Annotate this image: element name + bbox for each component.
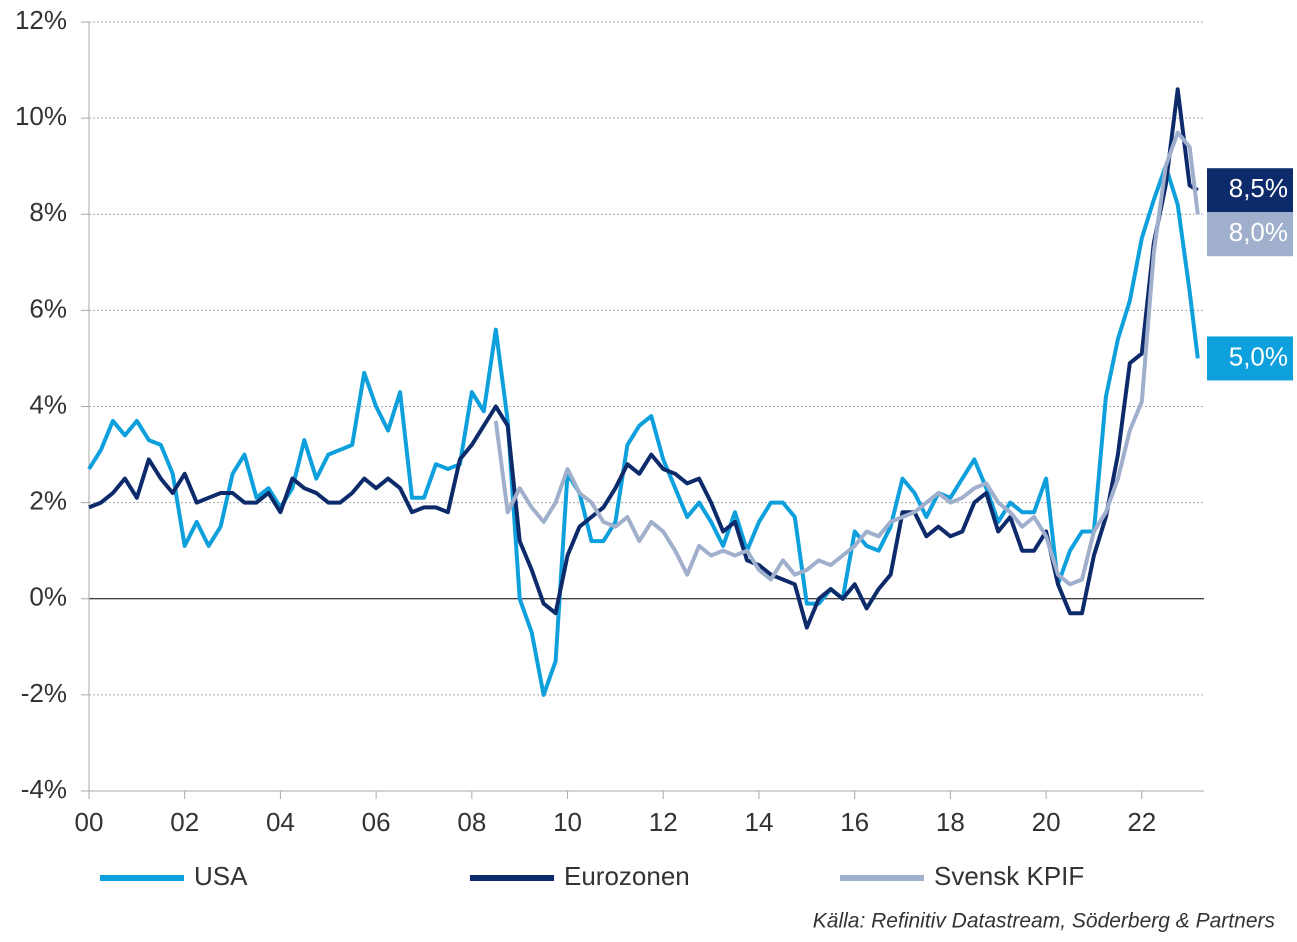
x-tick-label: 02: [170, 807, 199, 837]
series-line: [493, 130, 1200, 587]
series-line: [88, 87, 1199, 630]
end-label: 8,5%: [1229, 173, 1288, 203]
x-tick-label: 06: [362, 807, 391, 837]
legend-label: USA: [194, 861, 248, 891]
y-tick-label: 2%: [29, 486, 67, 516]
end-label-box: [1207, 336, 1293, 381]
legend-label: Svensk KPIF: [934, 861, 1084, 891]
y-tick-label: -4%: [21, 774, 67, 804]
end-label: 8,0%: [1229, 217, 1288, 247]
y-tick-label: 8%: [29, 197, 67, 227]
x-tick-label: 00: [75, 807, 104, 837]
x-tick-label: 22: [1127, 807, 1156, 837]
x-tick-label: 10: [553, 807, 582, 837]
x-tick-label: 16: [840, 807, 869, 837]
x-tick-label: 14: [744, 807, 773, 837]
source-note: Källa: Refinitiv Datastream, Söderberg &…: [813, 910, 1276, 933]
end-label-box: [1207, 168, 1293, 213]
y-tick-label: 10%: [15, 101, 67, 131]
series-line: [87, 164, 1200, 697]
y-tick-label: -2%: [21, 678, 67, 708]
y-tick-label: 4%: [29, 389, 67, 419]
x-tick-label: 12: [649, 807, 678, 837]
end-label: 5,0%: [1229, 341, 1288, 371]
end-label-box: [1207, 212, 1293, 257]
x-tick-label: 04: [266, 807, 295, 837]
x-tick-label: 20: [1032, 807, 1061, 837]
y-tick-label: 12%: [15, 5, 67, 35]
x-tick-label: 18: [936, 807, 965, 837]
legend-label: Eurozonen: [564, 861, 690, 891]
y-tick-label: 0%: [29, 582, 67, 612]
x-tick-label: 08: [457, 807, 486, 837]
y-tick-label: 6%: [29, 293, 67, 323]
